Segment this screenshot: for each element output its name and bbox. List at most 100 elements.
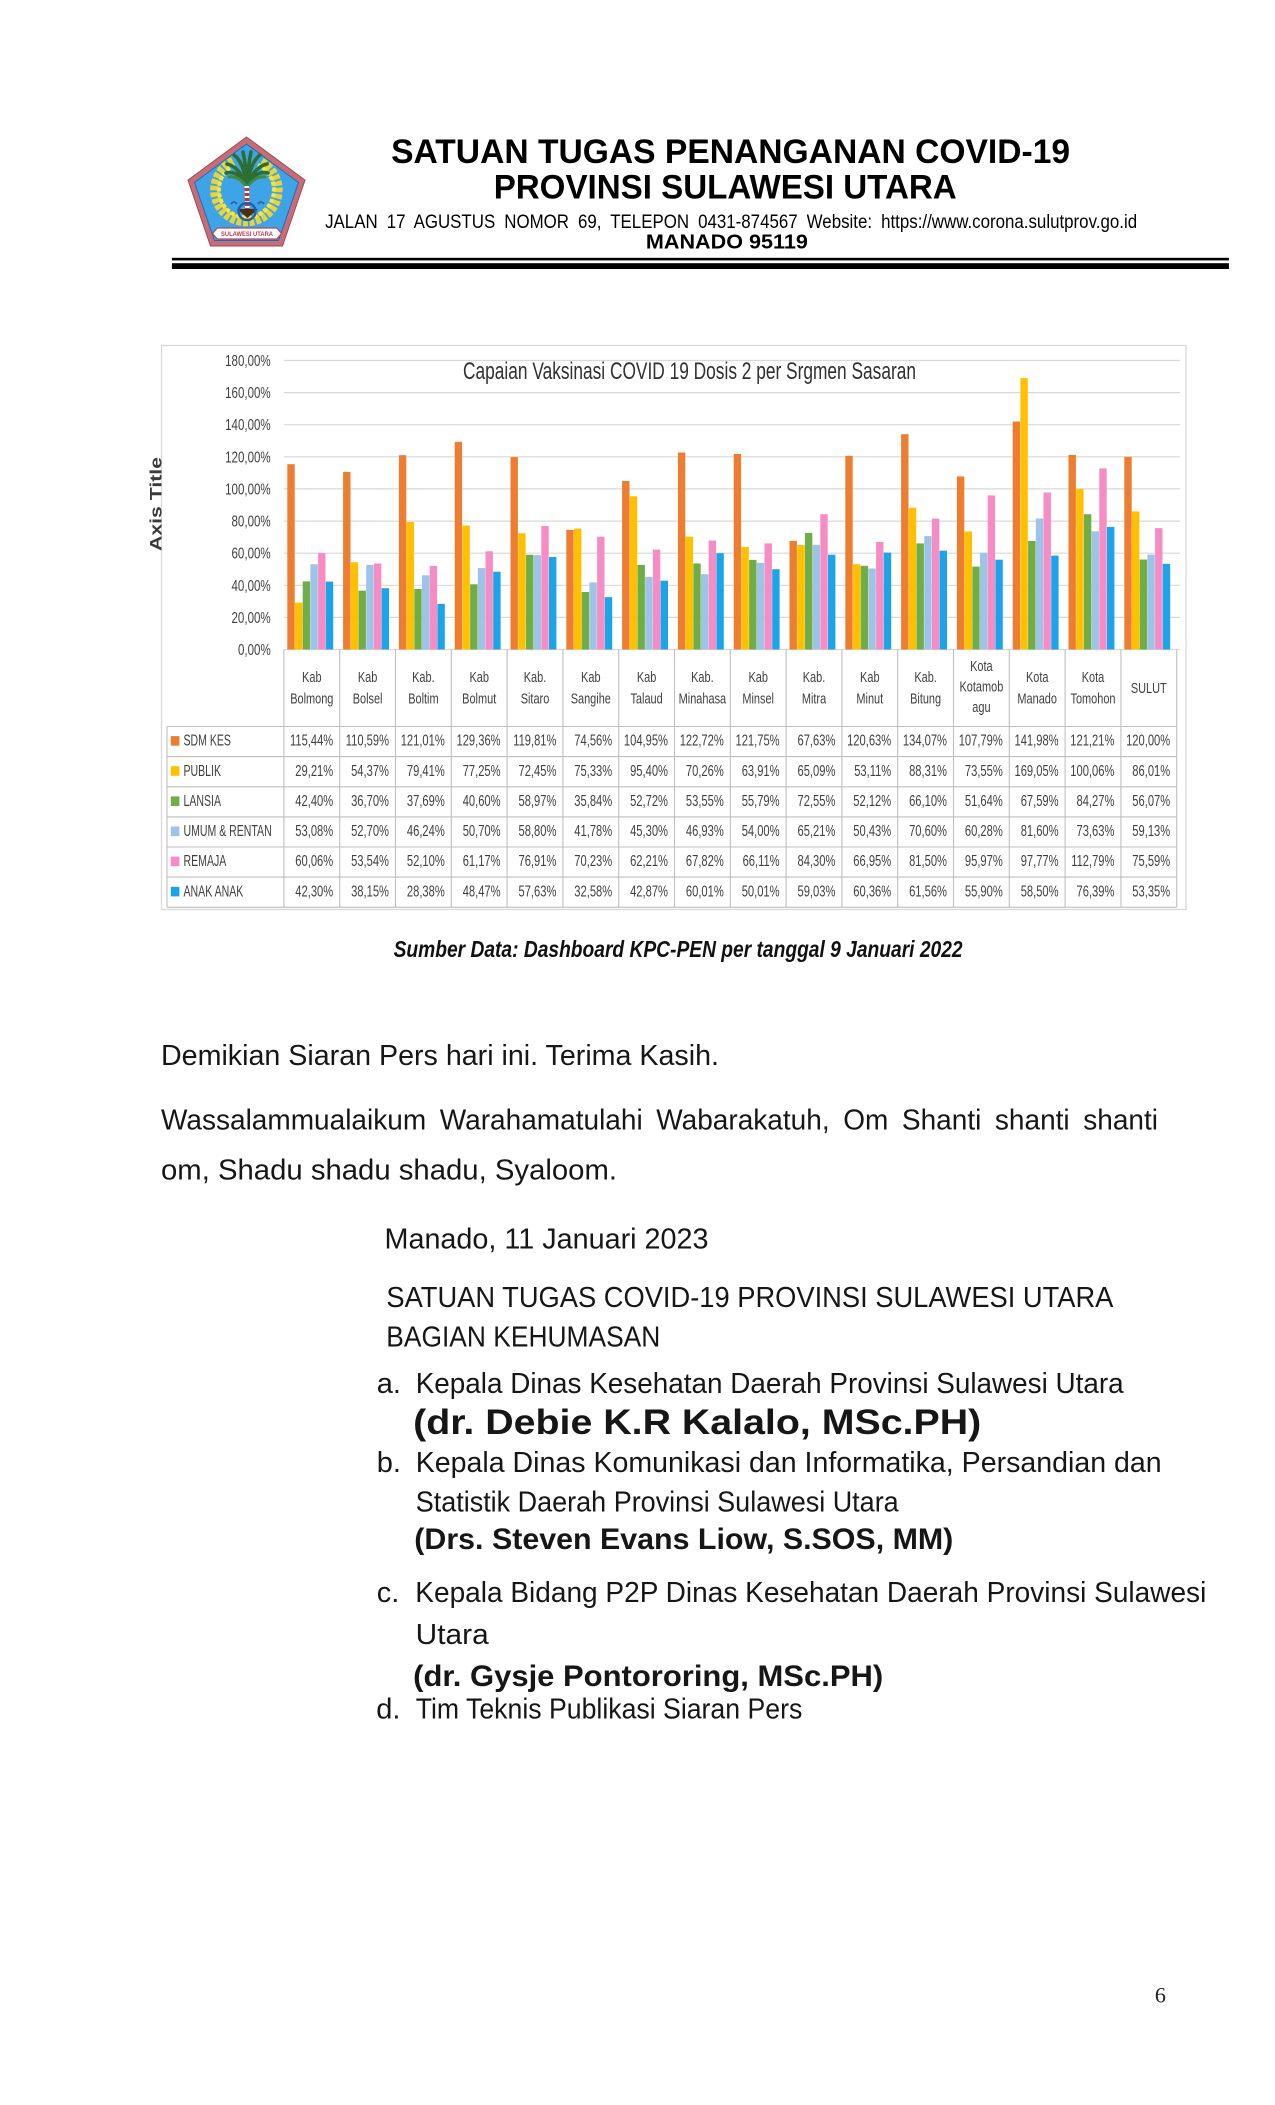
svg-text:Kab.: Kab. (914, 669, 937, 686)
svg-text:61,56%: 61,56% (909, 883, 947, 900)
svg-text:115,44%: 115,44% (290, 733, 333, 750)
svg-text:169,05%: 169,05% (1015, 763, 1059, 780)
svg-text:52,12%: 52,12% (853, 793, 891, 810)
svg-text:PROVINSI SULAWESI UTARA: PROVINSI SULAWESI UTARA (494, 169, 957, 207)
svg-text:40,00%: 40,00% (232, 578, 271, 595)
svg-text:50,43%: 50,43% (853, 823, 891, 840)
svg-text:Kota: Kota (970, 658, 993, 675)
svg-text:55,90%: 55,90% (965, 883, 1003, 900)
svg-text:Sitaro: Sitaro (521, 691, 550, 708)
svg-text:121,75%: 121,75% (736, 733, 780, 750)
svg-text:REMAJA: REMAJA (184, 853, 227, 870)
svg-text:Tim Teknis Publikasi Siaran Pe: Tim Teknis Publikasi Siaran Pers (416, 1694, 803, 1726)
svg-text:70,23%: 70,23% (574, 853, 612, 870)
svg-text:Manado, 11 Januari 2023: Manado, 11 Januari 2023 (385, 1223, 709, 1255)
svg-text:120,63%: 120,63% (847, 733, 891, 750)
svg-text:Kota: Kota (1026, 669, 1049, 686)
svg-text:b.: b. (377, 1447, 401, 1479)
svg-text:53,08%: 53,08% (295, 823, 333, 840)
svg-text:122,72%: 122,72% (680, 733, 724, 750)
svg-text:110,59%: 110,59% (346, 733, 389, 750)
svg-text:Kab.: Kab. (691, 669, 714, 686)
svg-text:Demikian Siaran Pers hari ini.: Demikian Siaran Pers hari ini. Terima Ka… (161, 1040, 719, 1072)
svg-text:77,25%: 77,25% (463, 763, 501, 780)
svg-text:95,97%: 95,97% (965, 853, 1003, 870)
svg-text:6: 6 (1155, 1983, 1166, 2008)
svg-text:67,59%: 67,59% (1021, 793, 1059, 810)
svg-text:Mitra: Mitra (802, 691, 827, 708)
svg-text:51,64%: 51,64% (965, 793, 1003, 810)
svg-text:Minut: Minut (856, 691, 883, 708)
svg-text:73,63%: 73,63% (1077, 823, 1115, 840)
svg-text:Capaian Vaksinasi COVID 19 Dos: Capaian Vaksinasi COVID 19 Dosis 2 per S… (463, 358, 916, 385)
svg-text:65,21%: 65,21% (798, 823, 836, 840)
svg-text:119,81%: 119,81% (513, 733, 556, 750)
svg-text:121,21%: 121,21% (1070, 733, 1114, 750)
svg-text:28,38%: 28,38% (407, 883, 445, 900)
svg-text:50,01%: 50,01% (742, 883, 780, 900)
svg-text:52,70%: 52,70% (351, 823, 389, 840)
svg-text:120,00%: 120,00% (1126, 733, 1170, 750)
svg-text:(dr. Debie K.R Kalalo, MSc.PH): (dr. Debie K.R Kalalo, MSc.PH) (413, 1403, 981, 1442)
svg-text:140,00%: 140,00% (225, 417, 271, 434)
svg-text:84,30%: 84,30% (798, 853, 836, 870)
svg-text:88,31%: 88,31% (909, 763, 947, 780)
svg-text:58,50%: 58,50% (1021, 883, 1059, 900)
svg-text:om, Shadu shadu shadu, Syaloom: om, Shadu shadu shadu, Syaloom. (161, 1155, 617, 1187)
svg-text:c.: c. (377, 1577, 400, 1609)
svg-text:Manado: Manado (1017, 691, 1057, 708)
svg-text:PUBLIK: PUBLIK (184, 763, 222, 780)
svg-text:Talaud: Talaud (630, 691, 662, 708)
svg-text:55,79%: 55,79% (742, 793, 780, 810)
svg-text:54,00%: 54,00% (742, 823, 780, 840)
svg-text:86,01%: 86,01% (1132, 763, 1170, 780)
svg-text:Bitung: Bitung (910, 691, 941, 708)
svg-text:56,07%: 56,07% (1132, 793, 1170, 810)
svg-text:53,11%: 53,11% (854, 763, 891, 780)
svg-text:36,70%: 36,70% (351, 793, 389, 810)
svg-text:Boltim: Boltim (408, 691, 438, 708)
svg-text:160,00%: 160,00% (225, 385, 271, 402)
svg-text:SULAWESI UTARA: SULAWESI UTARA (221, 231, 273, 238)
svg-text:100,06%: 100,06% (1070, 763, 1114, 780)
svg-text:112,79%: 112,79% (1071, 853, 1114, 870)
svg-text:(Drs. Steven Evans Liow, S.SOS: (Drs. Steven Evans Liow, S.SOS, MM) (414, 1523, 953, 1556)
svg-text:Bolmong: Bolmong (290, 691, 333, 708)
svg-text:d.: d. (376, 1694, 400, 1726)
svg-text:67,82%: 67,82% (686, 853, 724, 870)
svg-text:48,47%: 48,47% (463, 883, 501, 900)
svg-text:60,36%: 60,36% (853, 883, 891, 900)
svg-text:42,40%: 42,40% (295, 793, 333, 810)
svg-text:Kota: Kota (1082, 669, 1105, 686)
svg-text:Wassalammualaikum Warahamatula: Wassalammualaikum Warahamatulahi Wabarak… (161, 1104, 1158, 1136)
svg-text:Sumber Data: Dashboard KPC-PEN: Sumber Data: Dashboard KPC-PEN per tangg… (394, 936, 963, 962)
svg-text:Kepala Bidang P2P Dinas Keseha: Kepala Bidang P2P Dinas Kesehatan Daerah… (415, 1577, 1206, 1609)
svg-text:Minahasa: Minahasa (679, 691, 727, 708)
svg-text:35,84%: 35,84% (574, 793, 612, 810)
svg-text:60,06%: 60,06% (295, 853, 333, 870)
svg-text:42,30%: 42,30% (295, 883, 333, 900)
svg-text:54,37%: 54,37% (351, 763, 389, 780)
svg-text:SATUAN TUGAS COVID-19 PROVINSI: SATUAN TUGAS COVID-19 PROVINSI SULAWESI … (386, 1282, 1114, 1314)
svg-text:58,80%: 58,80% (519, 823, 557, 840)
svg-text:42,87%: 42,87% (630, 883, 668, 900)
svg-text:50,70%: 50,70% (463, 823, 501, 840)
svg-text:57,63%: 57,63% (519, 883, 557, 900)
svg-text:Kab: Kab (748, 669, 768, 686)
svg-text:Utara: Utara (416, 1619, 490, 1651)
svg-text:Bolmut: Bolmut (462, 691, 497, 708)
svg-text:76,39%: 76,39% (1077, 883, 1115, 900)
svg-text:Sangihe: Sangihe (571, 691, 611, 708)
svg-text:53,55%: 53,55% (686, 793, 724, 810)
svg-text:Axis Title: Axis Title (148, 457, 166, 551)
svg-text:Kab: Kab (860, 669, 880, 686)
svg-text:20,00%: 20,00% (232, 610, 271, 627)
svg-text:Statistik Daerah Provinsi Sula: Statistik Daerah Provinsi Sulawesi Utara (416, 1487, 900, 1519)
svg-text:Bolsel: Bolsel (353, 691, 383, 708)
svg-text:45,30%: 45,30% (630, 823, 668, 840)
svg-text:53,54%: 53,54% (351, 853, 389, 870)
svg-text:81,60%: 81,60% (1021, 823, 1059, 840)
svg-text:59,03%: 59,03% (798, 883, 836, 900)
svg-text:MANADO 95119: MANADO 95119 (646, 230, 808, 253)
svg-text:62,21%: 62,21% (630, 853, 668, 870)
